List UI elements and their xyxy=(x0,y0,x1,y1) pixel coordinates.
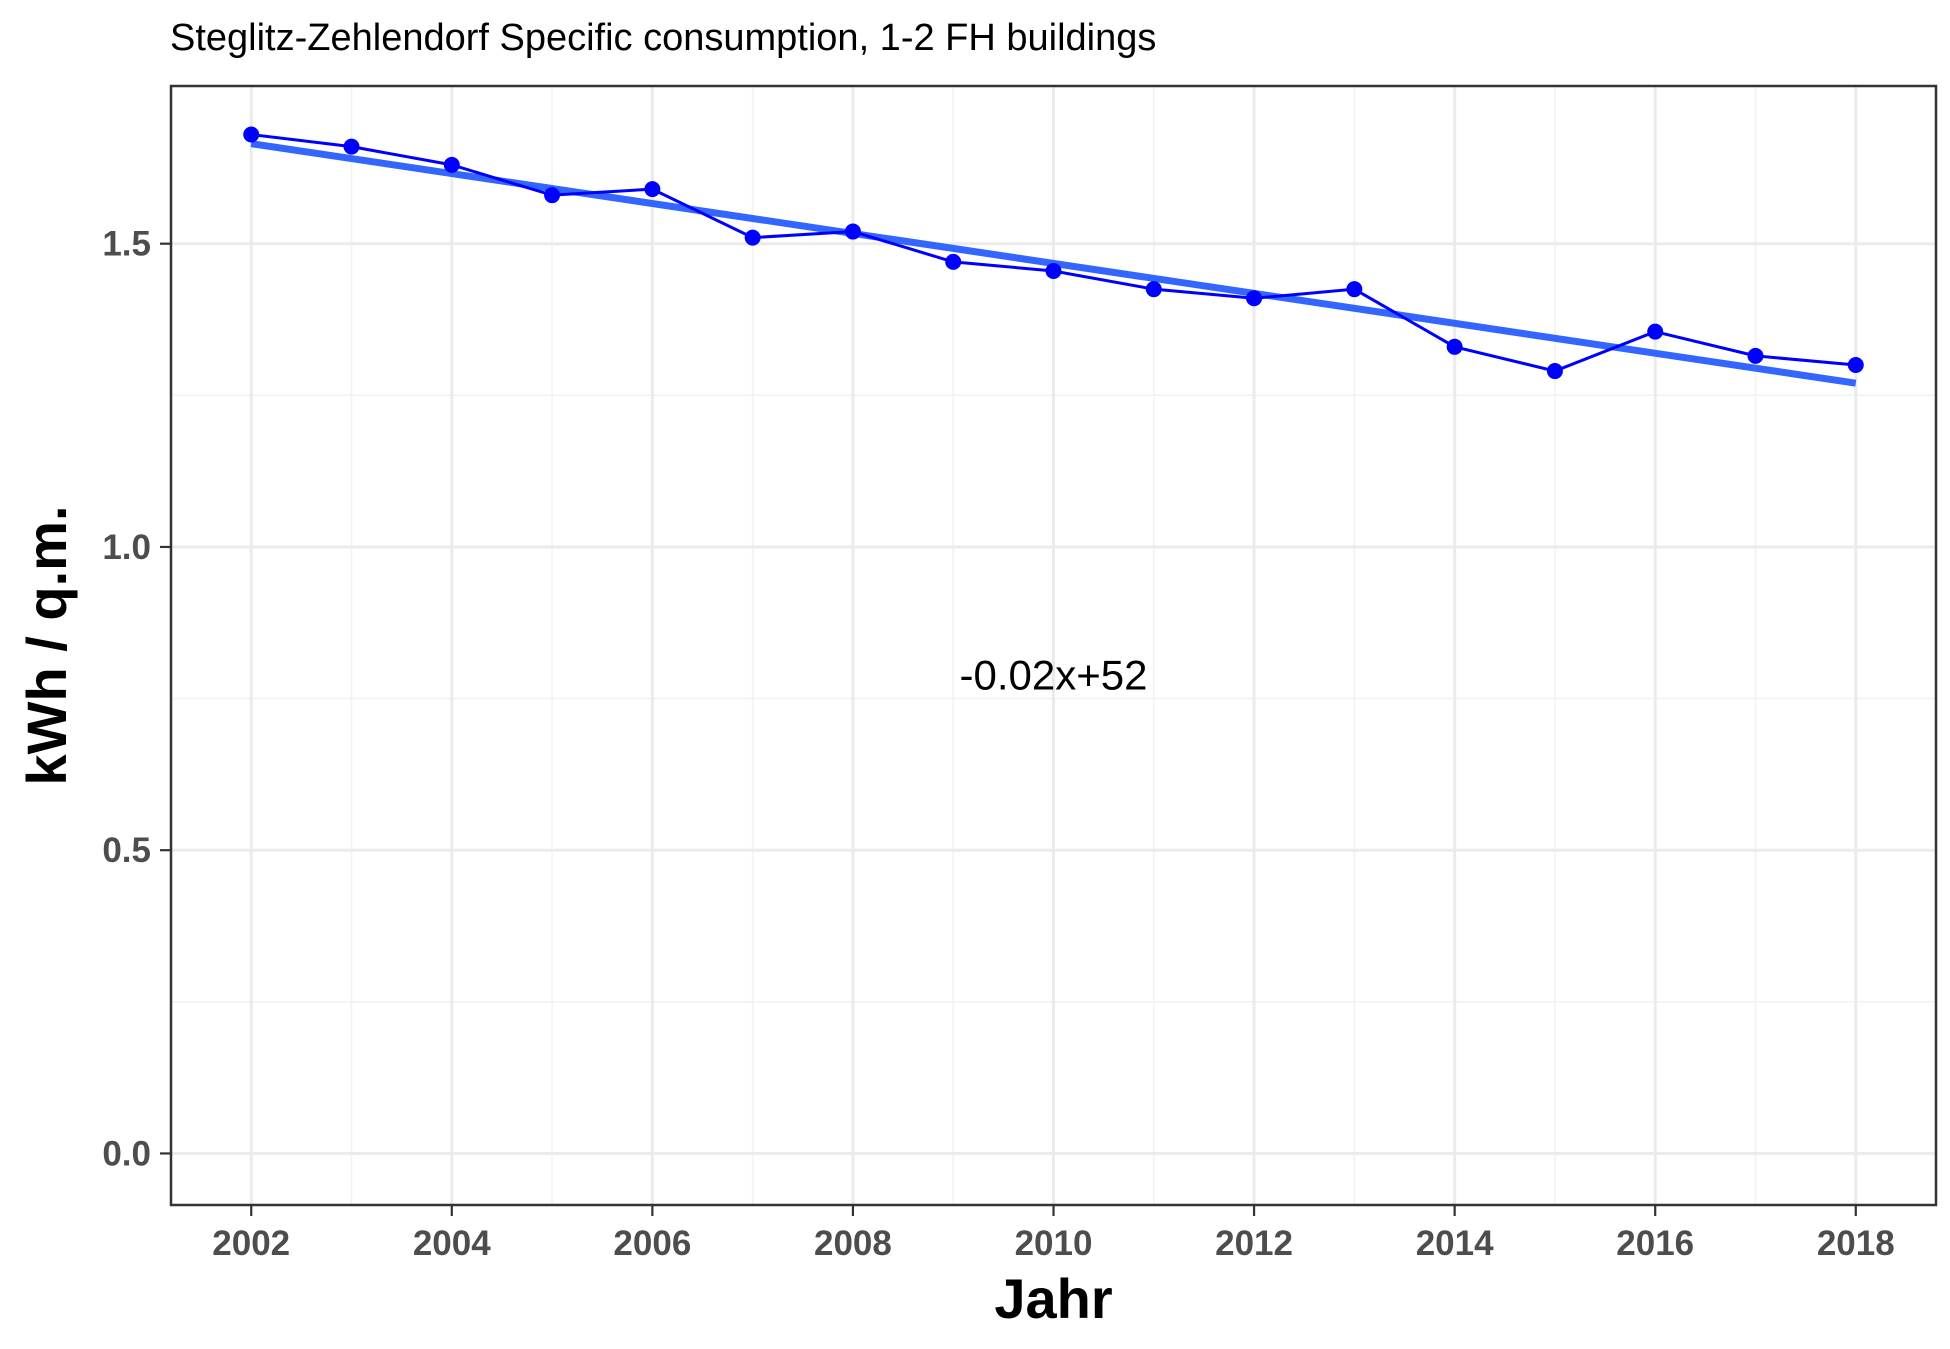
y-tick-label: 0.0 xyxy=(102,1134,151,1173)
data-point xyxy=(1145,281,1162,298)
data-point xyxy=(1045,262,1062,279)
data-point xyxy=(1246,290,1263,307)
data-point xyxy=(1847,356,1864,373)
x-tick-label: 2010 xyxy=(1015,1224,1093,1263)
y-axis-title: kWh / q.m. xyxy=(15,506,78,786)
axis-ticks: 2002 2004 2006 2008 2010 2012 2014 2016 2018 0.0 0… xyxy=(102,225,1894,1263)
series-group xyxy=(243,126,1864,380)
y-tick-label: 1.0 xyxy=(102,528,151,567)
y-tick-label: 1.5 xyxy=(102,225,151,264)
x-tick-label: 2016 xyxy=(1616,1224,1694,1263)
x-tick-label: 2004 xyxy=(413,1224,491,1263)
data-point xyxy=(945,253,962,270)
x-tick-label: 2012 xyxy=(1215,1224,1293,1263)
data-point xyxy=(844,223,861,240)
data-point xyxy=(1546,363,1563,380)
x-axis-title: Jahr xyxy=(994,1267,1112,1330)
data-point xyxy=(744,229,761,246)
data-point xyxy=(544,187,561,204)
grid xyxy=(171,86,1936,1205)
data-point xyxy=(644,181,661,198)
x-tick-label: 2008 xyxy=(814,1224,892,1263)
data-point xyxy=(1747,347,1764,364)
x-tick-label: 2018 xyxy=(1817,1224,1895,1263)
data-point xyxy=(1446,338,1463,355)
data-point xyxy=(243,126,260,143)
x-tick-label: 2006 xyxy=(613,1224,691,1263)
data-point xyxy=(1647,323,1664,340)
data-point xyxy=(1346,281,1363,298)
x-tick-label: 2014 xyxy=(1416,1224,1494,1263)
x-tick-label: 2002 xyxy=(212,1224,290,1263)
y-tick-label: 0.5 xyxy=(102,831,151,870)
equation-annotation: -0.02x+52 xyxy=(960,651,1148,698)
chart-title: Steglitz-Zehlendorf Specific consumption… xyxy=(170,17,1156,59)
data-point xyxy=(343,138,360,155)
data-point xyxy=(443,156,460,173)
